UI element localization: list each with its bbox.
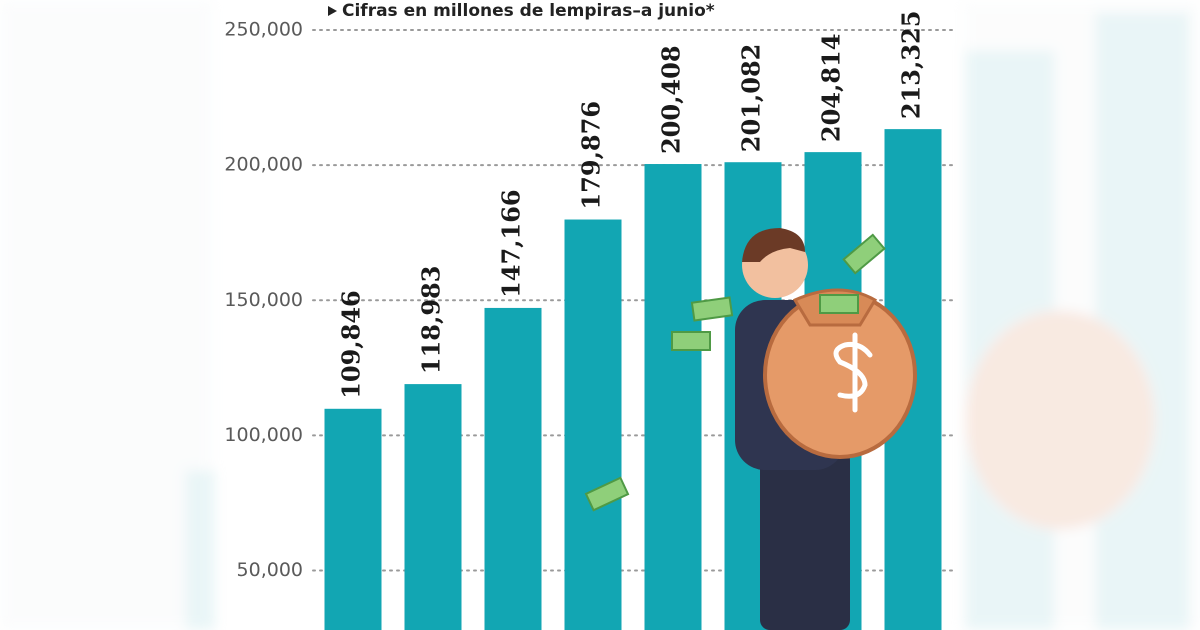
bar	[404, 384, 462, 630]
figure-hair	[742, 228, 805, 262]
value-label: 109,846	[337, 290, 366, 399]
y-tick-label: 200,000	[224, 154, 303, 176]
value-label: 200,408	[657, 45, 686, 154]
banknote	[690, 296, 734, 322]
bar	[324, 408, 382, 630]
value-label: 118,983	[417, 266, 446, 375]
y-tick-label: 150,000	[224, 289, 303, 311]
y-tick-label: 250,000	[224, 19, 303, 41]
bar	[644, 164, 702, 630]
value-label: 147,166	[497, 189, 526, 298]
value-label: 201,082	[737, 44, 766, 153]
banknote	[842, 233, 886, 275]
y-tick-label: 100,000	[224, 424, 303, 446]
chart-subtitle: Cifras en millones de lempiras–a junio*	[342, 1, 715, 21]
dollar-sign	[833, 332, 873, 413]
bar	[484, 307, 542, 630]
banknote	[584, 476, 630, 512]
banknote	[819, 294, 859, 314]
y-tick-label: 50,000	[237, 559, 303, 581]
illustration	[584, 228, 917, 630]
value-label: 179,876	[577, 101, 606, 210]
bar	[564, 219, 622, 630]
figure-legs	[760, 450, 850, 630]
value-label: 204,814	[817, 34, 846, 143]
subtitle-marker	[328, 6, 337, 16]
banknote	[671, 331, 711, 351]
value-label: 213,325	[897, 11, 926, 120]
